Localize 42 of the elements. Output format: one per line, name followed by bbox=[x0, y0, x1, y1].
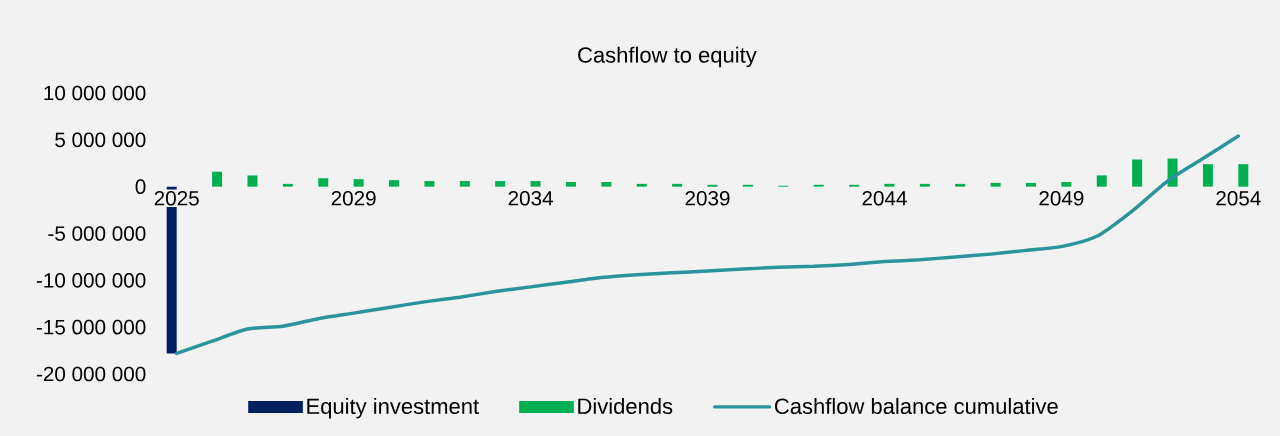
x-tick-label: 2054 bbox=[1216, 190, 1261, 206]
bar bbox=[353, 179, 364, 187]
bar bbox=[636, 183, 647, 187]
x-tick-label: 2029 bbox=[331, 190, 376, 206]
bar bbox=[495, 181, 506, 187]
bar bbox=[1025, 182, 1036, 187]
bar bbox=[459, 181, 470, 187]
y-tick-label: -10 000 000 bbox=[36, 273, 146, 288]
x-tick-label: 2034 bbox=[508, 190, 553, 206]
legend-label: Equity investment bbox=[307, 397, 479, 419]
bar bbox=[389, 180, 400, 187]
chart-title: Cashflow to equity bbox=[578, 46, 757, 68]
bar bbox=[530, 181, 541, 187]
legend-label: Cashflow balance cumulative bbox=[775, 397, 1058, 415]
x-tick-label: 2049 bbox=[1039, 190, 1084, 206]
y-tick-label: 5 000 000 bbox=[55, 132, 146, 148]
bar bbox=[1061, 181, 1072, 187]
bar bbox=[247, 175, 258, 187]
x-tick-label: 2039 bbox=[685, 190, 730, 206]
y-tick-label: -15 000 000 bbox=[36, 319, 146, 335]
bar bbox=[672, 183, 683, 187]
y-tick-label: 0 bbox=[135, 179, 146, 194]
bar bbox=[1096, 175, 1107, 187]
x-tick-label: 2025 bbox=[154, 190, 199, 206]
bar bbox=[424, 181, 435, 187]
legend-label: Dividends bbox=[578, 397, 673, 415]
bar bbox=[955, 183, 966, 187]
bar bbox=[1238, 164, 1249, 187]
bar bbox=[318, 178, 329, 187]
bar bbox=[1132, 159, 1143, 187]
bar bbox=[990, 182, 1001, 187]
y-tick-label: 10 000 000 bbox=[44, 85, 146, 101]
bar bbox=[565, 181, 576, 187]
x-tick-label: 2044 bbox=[862, 190, 907, 206]
bar bbox=[282, 183, 293, 187]
bar bbox=[884, 183, 895, 187]
y-tick-label: -5 000 000 bbox=[48, 226, 146, 241]
bar bbox=[212, 171, 223, 187]
bar bbox=[1202, 164, 1213, 187]
bar bbox=[919, 183, 930, 187]
y-tick-label: -20 000 000 bbox=[36, 366, 146, 382]
bar bbox=[601, 181, 612, 187]
